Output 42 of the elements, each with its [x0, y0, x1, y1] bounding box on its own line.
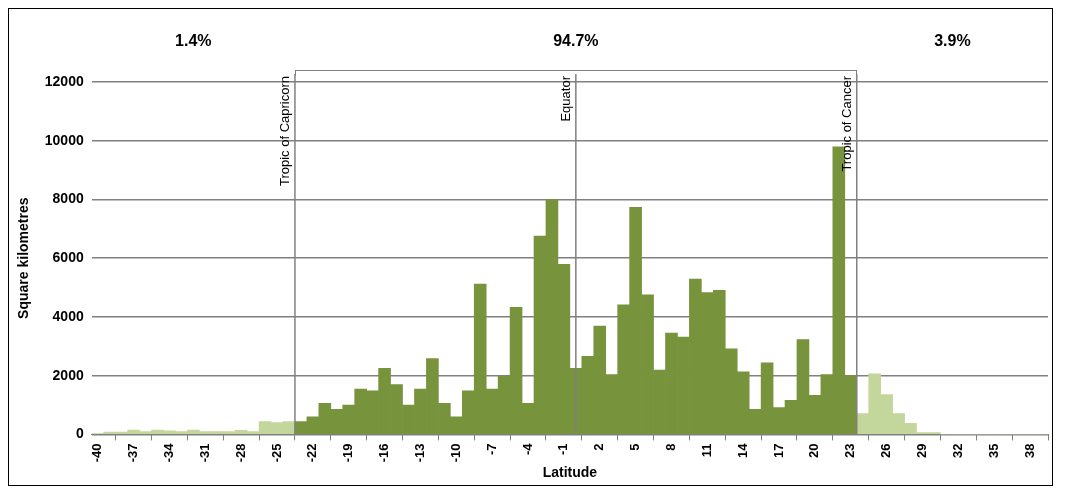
x-tick-label: 23: [842, 443, 858, 458]
y-tick-label: 8000: [52, 190, 84, 207]
x-tick-label: -22: [304, 443, 320, 463]
y-tick-label: 4000: [52, 307, 84, 324]
ref-line-label: Tropic of Capricorn: [277, 76, 293, 187]
x-tick-label: -37: [125, 443, 141, 463]
x-tick-label: -10: [447, 443, 463, 463]
x-tick-label: -34: [161, 442, 177, 463]
y-axis-title: Square kilometres: [15, 197, 32, 319]
ref-line-label: Tropic of Cancer: [838, 75, 854, 172]
x-tick-label: 29: [914, 443, 930, 458]
x-tick-label: -13: [412, 443, 428, 463]
y-tick-label: 2000: [52, 366, 84, 383]
x-axis-title: Latitude: [542, 464, 598, 481]
x-tick-label: -1: [555, 443, 571, 455]
text: 94.7%: [553, 32, 599, 50]
x-tick-label: 11: [698, 443, 714, 458]
x-tick-label: 38: [1021, 443, 1037, 458]
x-tick-label: 8: [663, 443, 679, 451]
text: 1.4%: [175, 32, 212, 50]
x-tick-label: 35: [985, 443, 1001, 458]
x-tick-label: -40: [89, 443, 105, 463]
y-tick-label: 12000: [44, 72, 84, 89]
y-tick-label: 6000: [52, 249, 84, 266]
x-tick-label: 2: [591, 443, 607, 451]
y-tick-label: 10000: [44, 131, 84, 148]
x-tick-label: -31: [196, 443, 212, 463]
y-tick-label: 0: [75, 425, 84, 442]
x-tick-label: -28: [232, 443, 248, 463]
x-tick-label: -25: [268, 443, 284, 463]
text: 3.9%: [934, 32, 971, 50]
x-tick-label: -16: [376, 443, 392, 463]
x-tick-label: 14: [734, 442, 750, 458]
x-tick-label: 26: [878, 443, 894, 458]
x-tick-label: -7: [483, 443, 499, 455]
x-tick-label: 20: [806, 443, 822, 458]
x-tick-label: -19: [340, 443, 356, 463]
ref-line-label: Equator: [557, 75, 573, 122]
x-tick-label: 32: [949, 443, 965, 458]
x-tick-label: -4: [519, 442, 535, 455]
x-tick-label: 5: [627, 443, 643, 451]
x-tick-label: 17: [770, 443, 786, 458]
